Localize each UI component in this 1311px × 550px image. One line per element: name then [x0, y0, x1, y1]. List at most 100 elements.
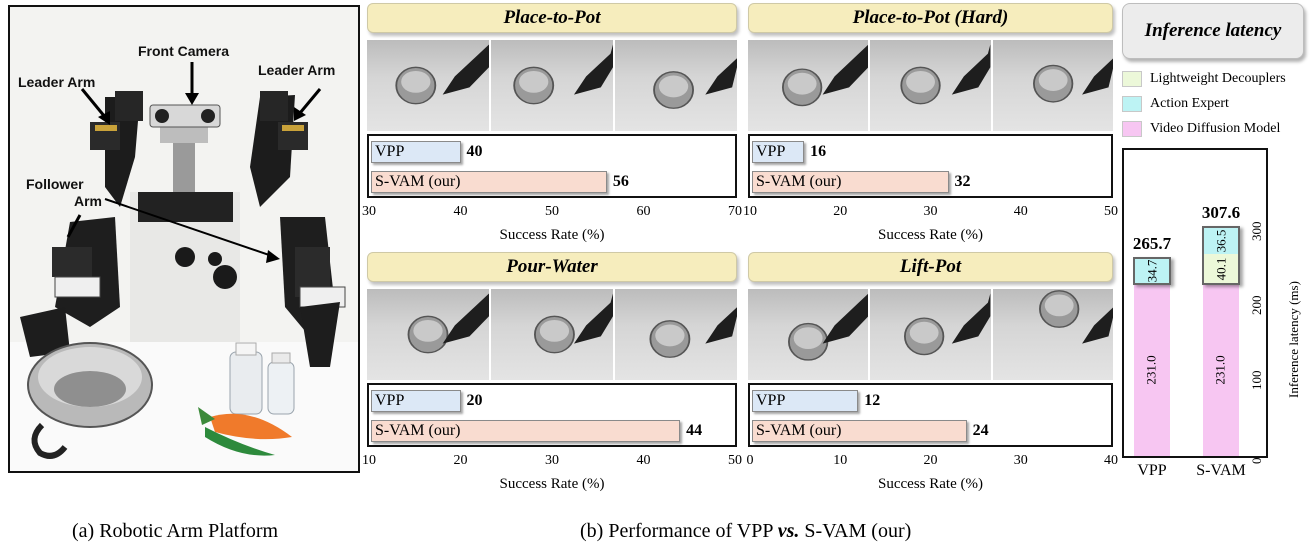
caption-b-vs: vs. — [777, 520, 800, 542]
task-1-x-tick: 20 — [833, 204, 848, 219]
task-1-value-vpp: 16 — [810, 143, 827, 160]
task-1-x-tick: 10 — [743, 204, 757, 219]
latency-x-tick: S-VAM — [1196, 462, 1246, 479]
task-3-x-tick: 40 — [1104, 453, 1118, 468]
task-3-keyframe-image — [748, 289, 869, 380]
task-2-x-tick: 50 — [728, 453, 742, 468]
latency-legend: Lightweight Decouplers Action Expert Video… — [1122, 66, 1286, 141]
legend-swatch — [1122, 70, 1142, 87]
latency-segment: 231.0 — [1203, 284, 1239, 456]
latency-segment: 40.1 — [1203, 254, 1239, 285]
latency-overhead-frame — [1202, 226, 1240, 286]
task-1-bar-svam: S-VAM (our) — [752, 171, 949, 193]
task-3-x-axis-label: Success Rate (%) — [878, 476, 983, 492]
front-camera-label: Front Camera — [138, 43, 230, 59]
task-3-x-tick: 20 — [923, 453, 938, 468]
task-2-x-axis-label: Success Rate (%) — [499, 476, 605, 492]
follower-arm-label-line1: Follower — [26, 176, 84, 192]
task-0-value-svam: 56 — [612, 173, 629, 190]
task-2-keyframe-image — [367, 289, 489, 380]
task-1-title: Place-to-Pot (Hard) — [748, 3, 1113, 33]
task-3-x-tick: 30 — [1013, 453, 1028, 468]
follower-arm-label-line2: Arm — [74, 193, 103, 209]
task-0-keyframe-image — [367, 40, 489, 131]
task-2-success-chart: VPP 20 S-VAM (our) 44 — [367, 383, 737, 447]
task-3-keyframe-image — [992, 289, 1113, 380]
legend-label: Video Diffusion Model — [1150, 120, 1281, 136]
latency-segment-value: 231.0 — [1213, 355, 1228, 385]
task-2-value-vpp: 20 — [466, 392, 483, 409]
task-2-x-tick: 40 — [636, 453, 651, 468]
task-1-bar-vpp: VPP — [752, 141, 805, 163]
task-2-bar-svam: S-VAM (our) — [371, 420, 681, 442]
caption-a: (a) Robotic Arm Platform — [72, 520, 279, 542]
task-3-bar-vpp: VPP — [752, 390, 859, 412]
latency-y-tick: 200 — [1249, 295, 1264, 316]
latency-segment: 36.5 — [1203, 227, 1239, 255]
task-3-value-svam: 24 — [972, 422, 989, 439]
task-2-keyframes — [367, 289, 737, 380]
task-0-x-tick: 70 — [728, 204, 742, 219]
task-2-keyframe-image — [615, 289, 737, 380]
task-3-bar-svam: S-VAM (our) — [752, 420, 967, 442]
task-1-keyframe-image — [992, 40, 1113, 131]
latency-total-value: 265.7 — [1132, 234, 1172, 254]
caption-b: (b) Performance of VPP vs. S-VAM (our) — [580, 520, 911, 543]
task-1-x-tick: 30 — [923, 204, 938, 219]
latency-total-value: 307.6 — [1201, 203, 1241, 223]
robot-platform-illustration — [10, 7, 358, 471]
task-0-x-tick: 40 — [453, 204, 468, 219]
task-3-success-chart: VPP 12 S-VAM (our) 24 — [748, 383, 1113, 447]
task-0-title: Place-to-Pot — [367, 3, 737, 33]
task-0-x-tick: 30 — [362, 204, 376, 219]
caption-b-suffix: S-VAM (our) — [799, 520, 912, 542]
task-2-x-tick: 20 — [453, 453, 468, 468]
latency-segment: 231.0 — [1134, 284, 1170, 456]
latency-segment: 34.7 — [1134, 258, 1170, 285]
task-1-success-chart: VPP 16 S-VAM (our) 32 — [748, 134, 1113, 198]
task-2-keyframe-image — [491, 289, 613, 380]
latency-y-tick: 0 — [1249, 457, 1264, 465]
task-3-keyframes — [748, 289, 1113, 380]
task-1-keyframes — [748, 40, 1113, 131]
legend-item: Action Expert — [1122, 91, 1286, 116]
task-2-x-tick: 30 — [545, 453, 559, 468]
task-1-keyframe-image — [748, 40, 869, 131]
legend-label: Lightweight Decouplers — [1150, 70, 1286, 86]
latency-y-axis-label: Inference latency (ms) — [1286, 281, 1301, 398]
legend-label: Action Expert — [1150, 95, 1229, 111]
task-2-x-tick: 10 — [362, 453, 376, 468]
task-0-bar-svam: S-VAM (our) — [371, 171, 607, 193]
task-1-value-svam: 32 — [954, 173, 971, 190]
task-0-keyframe-image — [491, 40, 613, 131]
task-2-title: Pour-Water — [367, 252, 737, 282]
task-1-x-tick: 40 — [1013, 204, 1028, 219]
task-3-x-tick: 0 — [746, 453, 754, 468]
task-0-x-axis-label: Success Rate (%) — [499, 227, 605, 243]
legend-item: Lightweight Decouplers — [1122, 66, 1286, 91]
task-3-keyframe-image — [870, 289, 991, 380]
legend-swatch — [1122, 120, 1142, 137]
leader-arm-left-label: Leader Arm — [18, 74, 96, 90]
latency-segment-value: 231.0 — [1144, 355, 1159, 385]
task-1-x-tick: 50 — [1104, 204, 1118, 219]
legend-swatch — [1122, 95, 1142, 112]
legend-item: Video Diffusion Model — [1122, 116, 1286, 141]
task-3-x-tick: 10 — [833, 453, 848, 468]
caption-b-prefix: (b) Performance of VPP — [580, 520, 778, 542]
task-0-success-chart: VPP 40 S-VAM (our) 56 — [367, 134, 737, 198]
task-2-bar-vpp: VPP — [371, 390, 461, 412]
latency-title: Inference latency — [1122, 3, 1304, 59]
task-3-value-vpp: 12 — [864, 392, 881, 409]
task-1-x-axis-label: Success Rate (%) — [878, 227, 983, 243]
latency-overhead-frame — [1133, 257, 1171, 286]
task-1-keyframe-image — [870, 40, 991, 131]
task-3-title: Lift-Pot — [748, 252, 1113, 282]
latency-y-tick: 300 — [1249, 221, 1264, 241]
task-0-x-tick: 60 — [636, 204, 651, 219]
latency-chart: 231.0 34.7 265.7 231.0 40.1 36.5 307.6 0 100 200 3… — [1122, 148, 1268, 464]
task-0-bar-vpp: VPP — [371, 141, 461, 163]
task-0-x-tick: 50 — [545, 204, 559, 219]
task-0-value-vpp: 40 — [466, 143, 483, 160]
task-2-value-svam: 44 — [686, 422, 703, 439]
